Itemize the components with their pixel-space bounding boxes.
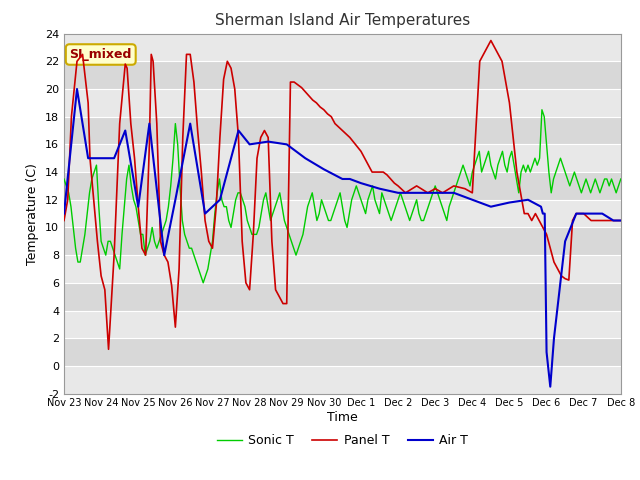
Sonic T [123, 176, 131, 182]
Air T [172, 197, 179, 203]
Air T [145, 120, 153, 126]
Line: Air T: Air T [64, 89, 621, 387]
Bar [64, 255, 621, 283]
Sonic T [60, 176, 68, 182]
Air T [541, 211, 548, 216]
Air T [60, 211, 68, 216]
Air T [201, 211, 209, 216]
Panel T [90, 197, 97, 203]
Air T [73, 86, 81, 92]
Air T [537, 204, 545, 210]
Air T [524, 197, 532, 203]
Sonic T [473, 156, 481, 161]
Air T [161, 252, 168, 258]
Air T [580, 211, 588, 216]
Line: Sonic T: Sonic T [64, 110, 621, 283]
Air T [598, 211, 606, 216]
Air T [216, 197, 224, 203]
Y-axis label: Temperature (C): Temperature (C) [26, 163, 39, 264]
Air T [110, 156, 118, 161]
Air T [487, 204, 495, 210]
Air T [468, 197, 476, 203]
Panel T [264, 134, 272, 140]
Bar [64, 311, 621, 338]
Air T [617, 217, 625, 223]
Panel T [124, 65, 131, 71]
Air T [134, 204, 142, 210]
Panel T [105, 347, 113, 352]
Line: Panel T: Panel T [64, 40, 621, 349]
Air T [588, 211, 595, 216]
Panel T [487, 37, 495, 43]
Bar [64, 117, 621, 144]
Sonic T [200, 280, 207, 286]
X-axis label: Time: Time [327, 411, 358, 424]
Air T [235, 128, 243, 133]
Air T [320, 167, 328, 172]
Bar [64, 200, 621, 228]
Bar [64, 228, 621, 255]
Air T [539, 211, 547, 216]
Air T [376, 186, 383, 192]
Legend: Sonic T, Panel T, Air T: Sonic T, Panel T, Air T [212, 429, 473, 452]
Panel T [60, 217, 68, 223]
Air T [264, 139, 272, 144]
Air T [450, 190, 458, 196]
Air T [543, 349, 550, 355]
Panel T [617, 217, 625, 223]
Air T [84, 156, 92, 161]
Sonic T [617, 176, 625, 182]
Air T [550, 336, 558, 341]
Air T [431, 190, 439, 196]
Panel T [198, 169, 205, 175]
Bar [64, 34, 621, 61]
Air T [561, 239, 569, 244]
Bar [64, 338, 621, 366]
Bar [64, 89, 621, 117]
Air T [301, 156, 309, 161]
Bar [64, 61, 621, 89]
Bar [64, 172, 621, 200]
Air T [122, 128, 129, 133]
Air T [609, 217, 617, 223]
Bar [64, 283, 621, 311]
Air T [346, 176, 354, 182]
Air T [97, 156, 105, 161]
Air T [506, 200, 513, 205]
Sonic T [510, 162, 518, 168]
Bar [64, 144, 621, 172]
Air T [283, 142, 291, 147]
Air T [413, 190, 420, 196]
Air T [339, 176, 346, 182]
Sonic T [380, 197, 388, 203]
Sonic T [274, 197, 282, 203]
Bar [64, 366, 621, 394]
Panel T [524, 211, 532, 216]
Air T [186, 120, 194, 126]
Text: SI_mixed: SI_mixed [70, 48, 132, 61]
Sonic T [614, 183, 622, 189]
Air T [572, 211, 580, 216]
Sonic T [538, 107, 546, 113]
Air T [394, 190, 402, 196]
Panel T [116, 120, 124, 126]
Air T [547, 384, 554, 390]
Air T [357, 180, 365, 186]
Air T [246, 142, 253, 147]
Title: Sherman Island Air Temperatures: Sherman Island Air Temperatures [215, 13, 470, 28]
